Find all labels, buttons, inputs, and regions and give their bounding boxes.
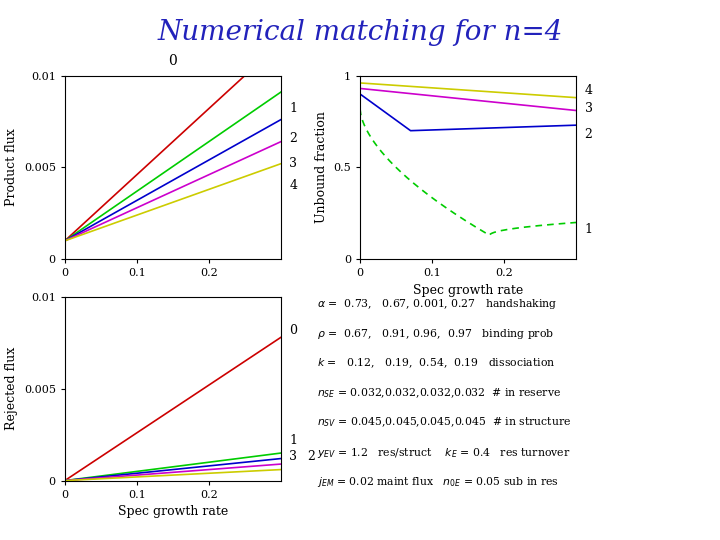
Text: 0: 0 [289,323,297,336]
Y-axis label: Rejected flux: Rejected flux [5,347,18,430]
Text: 3: 3 [585,102,593,115]
Text: 4: 4 [289,179,297,192]
Text: Numerical matching for n=4: Numerical matching for n=4 [157,19,563,46]
Text: 1: 1 [585,224,593,237]
Text: 4: 4 [585,84,593,97]
Text: 3: 3 [289,157,297,170]
Text: $\rho$ =  0.67,   0.91, 0.96,  0.97   binding prob: $\rho$ = 0.67, 0.91, 0.96, 0.97 binding … [317,327,554,341]
Text: $n_{SV}$ = 0.045,0.045,0.045,0.045  # in structure: $n_{SV}$ = 0.045,0.045,0.045,0.045 # in … [317,416,571,429]
Text: $n_{SE}$ = 0.032,0.032,0.032,0.032  # in reserve: $n_{SE}$ = 0.032,0.032,0.032,0.032 # in … [317,386,561,400]
Text: $j_{EM}$ = 0.02 maint flux   $n_{0E}$ = 0.05 sub in res: $j_{EM}$ = 0.02 maint flux $n_{0E}$ = 0.… [317,475,559,489]
X-axis label: Spec growth rate: Spec growth rate [117,505,228,518]
Text: 3: 3 [289,450,297,463]
Text: $k$ =   0.12,   0.19,  0.54,  0.19   dissociation: $k$ = 0.12, 0.19, 0.54, 0.19 dissociatio… [317,356,555,370]
Text: 2: 2 [289,132,297,145]
Text: 1: 1 [289,434,297,447]
Y-axis label: Unbound fraction: Unbound fraction [315,111,328,224]
Text: $\alpha$ =  0.73,   0.67, 0.001, 0.27   handshaking: $\alpha$ = 0.73, 0.67, 0.001, 0.27 hands… [317,297,557,311]
Text: 1: 1 [289,102,297,115]
Y-axis label: Product flux: Product flux [5,129,18,206]
Text: 0: 0 [168,54,177,68]
Text: 2: 2 [307,450,315,463]
Text: $y_{EV}$ = 1.2   res/struct    $k_E$ = 0.4   res turnover: $y_{EV}$ = 1.2 res/struct $k_E$ = 0.4 re… [317,446,570,460]
Text: 2: 2 [585,128,593,141]
X-axis label: Spec growth rate: Spec growth rate [413,284,523,297]
